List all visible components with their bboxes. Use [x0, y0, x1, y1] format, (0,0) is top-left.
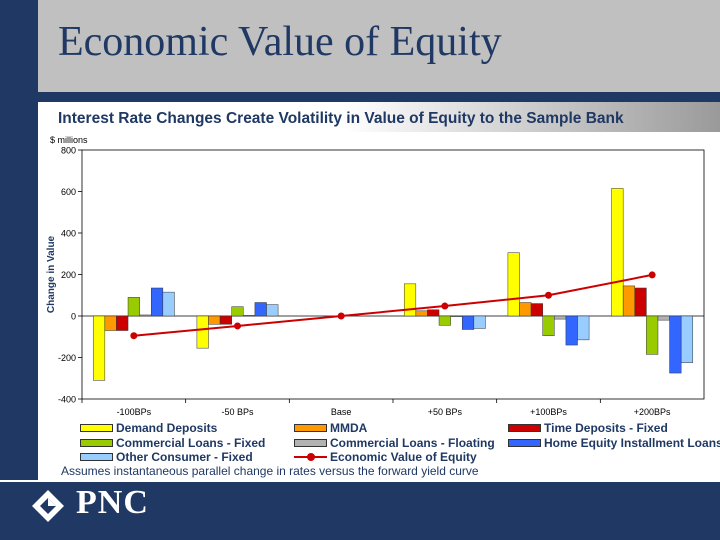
legend-swatch	[294, 438, 327, 447]
x-tick-label: -50 BPs	[221, 407, 254, 417]
y-tick-label: 600	[61, 187, 76, 197]
bar	[92, 315, 106, 381]
legend-label: Commercial Loans - Fixed	[116, 435, 266, 450]
evoe-point	[234, 322, 241, 330]
x-tick-label: +200BPs	[634, 407, 671, 417]
y-tick-label: 200	[61, 270, 76, 280]
bar	[680, 315, 694, 363]
bar	[266, 304, 279, 317]
pnc-logo-icon	[32, 490, 64, 522]
bar	[415, 310, 428, 317]
bar-chart: -400 -200 0 200 400 600 800$ millions Change in…	[46, 135, 705, 417]
subtitle-band	[38, 102, 720, 132]
legend-label: Economic Value of Equity	[330, 450, 477, 464]
evoe-point	[545, 291, 552, 299]
bar	[554, 315, 567, 320]
bar	[231, 306, 244, 317]
y-axis-label: Change in Value	[46, 235, 57, 313]
legend-label: Other Consumer - Fixed	[116, 450, 253, 464]
legend-dot-swatch	[307, 453, 315, 461]
legend-label: Time Deposits - Fixed	[544, 421, 668, 435]
chart-subtitle: Interest Rate Changes Create Volatility …	[58, 110, 624, 127]
bar	[427, 309, 440, 317]
bar	[254, 302, 267, 317]
bar	[438, 315, 451, 326]
evoe-line	[133, 273, 653, 337]
bar	[196, 315, 209, 349]
bar	[116, 315, 129, 331]
x-tick-label: +100BPs	[530, 407, 567, 417]
footnote: Assumes instantaneous parallel change in…	[61, 464, 479, 478]
bar	[542, 315, 555, 336]
y-tick-label: -200	[58, 353, 76, 363]
legend-swatch	[294, 424, 327, 432]
legend-label: Commercial Loans - Floating	[330, 435, 495, 450]
legend-label: MMDA	[330, 421, 368, 435]
evoe-point	[648, 271, 656, 279]
chart-legend: Demand Deposits MMDA Time Deposits - Fixed…	[80, 421, 720, 467]
footer-divider	[0, 480, 720, 482]
bar	[622, 285, 636, 317]
bar	[657, 315, 670, 321]
bar	[219, 315, 232, 325]
x-tick-label: Base	[331, 407, 352, 417]
bar	[669, 315, 682, 374]
y-tick-label: 800	[61, 146, 76, 156]
legend-swatch	[508, 438, 541, 447]
bar	[450, 315, 463, 317]
legend-swatch	[80, 438, 113, 447]
bar	[208, 315, 221, 325]
bar	[646, 315, 659, 355]
left-strip	[0, 0, 38, 92]
evoe-point	[337, 312, 345, 320]
legend-label: Home Equity Installment Loans	[544, 435, 720, 450]
bar	[104, 315, 117, 331]
bar	[150, 287, 164, 317]
logo-text: PNC	[76, 484, 149, 521]
bar	[139, 314, 152, 317]
x-tick-label: +50 BPs	[428, 407, 463, 417]
evoe-point	[441, 302, 449, 310]
legend-swatch	[80, 453, 113, 461]
y-tick-label: -400	[58, 395, 76, 405]
bar	[162, 291, 175, 317]
evoe-point	[130, 332, 138, 340]
legend-swatch	[80, 424, 113, 432]
legend-label: Demand Deposits	[116, 421, 218, 435]
bar	[403, 283, 417, 317]
y-tick-label: 400	[61, 229, 76, 239]
bar	[530, 303, 543, 317]
title-band	[38, 0, 720, 92]
bar	[634, 287, 647, 317]
plot-area	[81, 149, 705, 400]
bar	[577, 315, 590, 341]
x-tick-label: -100BPs	[117, 407, 152, 417]
bar	[507, 252, 520, 317]
bar	[611, 188, 624, 317]
legend-swatch	[508, 424, 541, 432]
page-title: Economic Value of Equity	[58, 19, 502, 65]
bar	[127, 297, 140, 317]
bar	[243, 315, 256, 317]
unit-label: $ millions	[50, 135, 88, 145]
y-tick-label: 0	[71, 312, 76, 322]
bar	[565, 315, 578, 346]
bar	[473, 315, 486, 329]
bar	[519, 302, 532, 317]
bar	[461, 315, 475, 330]
